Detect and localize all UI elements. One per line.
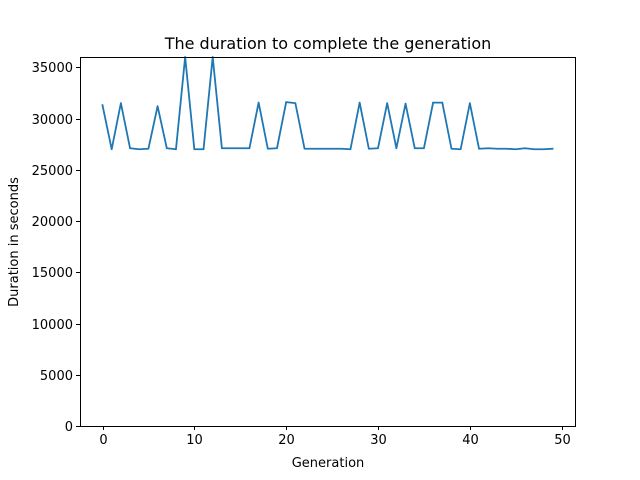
x-tick-label: 30 <box>370 433 387 448</box>
data-point <box>221 147 223 150</box>
data-point <box>487 147 490 150</box>
y-tick-label: 15000 <box>32 266 73 281</box>
data-point <box>165 147 168 150</box>
data-point <box>147 147 150 150</box>
data-point <box>524 147 526 150</box>
data-point <box>120 102 122 104</box>
data-point <box>101 104 104 106</box>
data-point <box>267 147 269 150</box>
data-point <box>349 148 352 151</box>
x-tick-label: 20 <box>278 433 295 448</box>
x-tick-label: 40 <box>462 433 479 448</box>
data-point <box>459 148 462 151</box>
series-line <box>101 56 554 151</box>
data-point <box>432 101 434 104</box>
y-tick-label: 30000 <box>32 113 73 128</box>
data-point <box>110 148 113 151</box>
data-point <box>294 102 297 104</box>
data-point <box>129 147 131 150</box>
data-point <box>413 147 416 150</box>
y-tick-label: 25000 <box>32 164 73 179</box>
data-point <box>248 147 251 150</box>
data-point <box>138 148 141 151</box>
data-point <box>358 101 361 104</box>
data-point <box>514 148 517 151</box>
x-tick-label: 50 <box>554 433 571 448</box>
data-point <box>340 147 343 150</box>
data-point <box>156 105 159 107</box>
data-point <box>441 101 444 104</box>
plot-frame <box>80 57 576 427</box>
data-point <box>386 102 388 104</box>
data-point <box>505 147 508 150</box>
data-point <box>322 147 324 150</box>
ticks-layer: 0 10 20 30 40 50 0 5000 10000 15000 20000 25000 3000… <box>32 61 571 448</box>
data-point <box>496 147 499 150</box>
data-point <box>395 147 398 150</box>
data-point <box>368 147 370 150</box>
data-point <box>533 148 535 151</box>
y-tick-label: 5000 <box>40 369 73 384</box>
data-point <box>175 148 177 151</box>
data-point <box>377 147 379 150</box>
data-point <box>469 102 471 104</box>
data-point <box>551 147 554 150</box>
data-point <box>404 102 407 105</box>
data-point <box>239 147 242 150</box>
data-point <box>285 101 287 103</box>
data-point <box>276 147 278 150</box>
x-axis-label: Generation <box>292 456 365 471</box>
data-point <box>312 147 315 150</box>
data-point <box>450 147 453 150</box>
data-point <box>542 148 545 151</box>
data-point <box>423 147 425 150</box>
data-point <box>478 147 480 150</box>
x-tick-label: 0 <box>99 433 107 448</box>
y-tick-label: 35000 <box>32 61 73 76</box>
y-tick-label: 0 <box>65 420 73 435</box>
data-point <box>257 101 260 104</box>
data-point <box>193 148 196 151</box>
data-point <box>331 147 333 150</box>
chart-title: The duration to complete the generation <box>164 34 492 53</box>
data-point <box>303 147 306 150</box>
data-point <box>202 148 205 151</box>
series-layer <box>101 56 554 151</box>
y-tick-label: 10000 <box>32 318 73 333</box>
y-tick-label: 20000 <box>32 215 73 230</box>
x-tick-label: 10 <box>186 433 203 448</box>
y-axis-label: Duration in seconds <box>7 177 22 307</box>
data-point <box>230 147 232 150</box>
